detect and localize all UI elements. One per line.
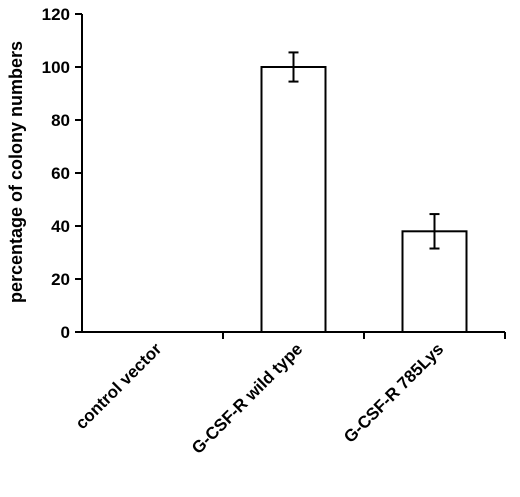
bars [260, 66, 468, 333]
error-bars [288, 51, 440, 250]
y-ticks: 0 20 40 60 80 100 120 [42, 5, 82, 342]
bar [260, 66, 327, 333]
category-label: G-CSF-R 785Lys [340, 339, 447, 446]
category-label: control vector [72, 339, 166, 433]
category-label: G-CSF-R wild type [188, 339, 306, 457]
y-axis-title: percentage of colony numbers [6, 41, 26, 303]
y-tick-label: 40 [51, 217, 70, 236]
y-tick-label: 100 [42, 58, 70, 77]
y-tick-label: 20 [51, 270, 70, 289]
y-tick-label: 60 [51, 164, 70, 183]
y-tick-label: 80 [51, 111, 70, 130]
y-tick-label: 0 [61, 323, 70, 342]
category-labels: control vector G-CSF-R wild type G-CSF-R 7… [72, 339, 448, 458]
y-tick-label: 120 [42, 5, 70, 24]
